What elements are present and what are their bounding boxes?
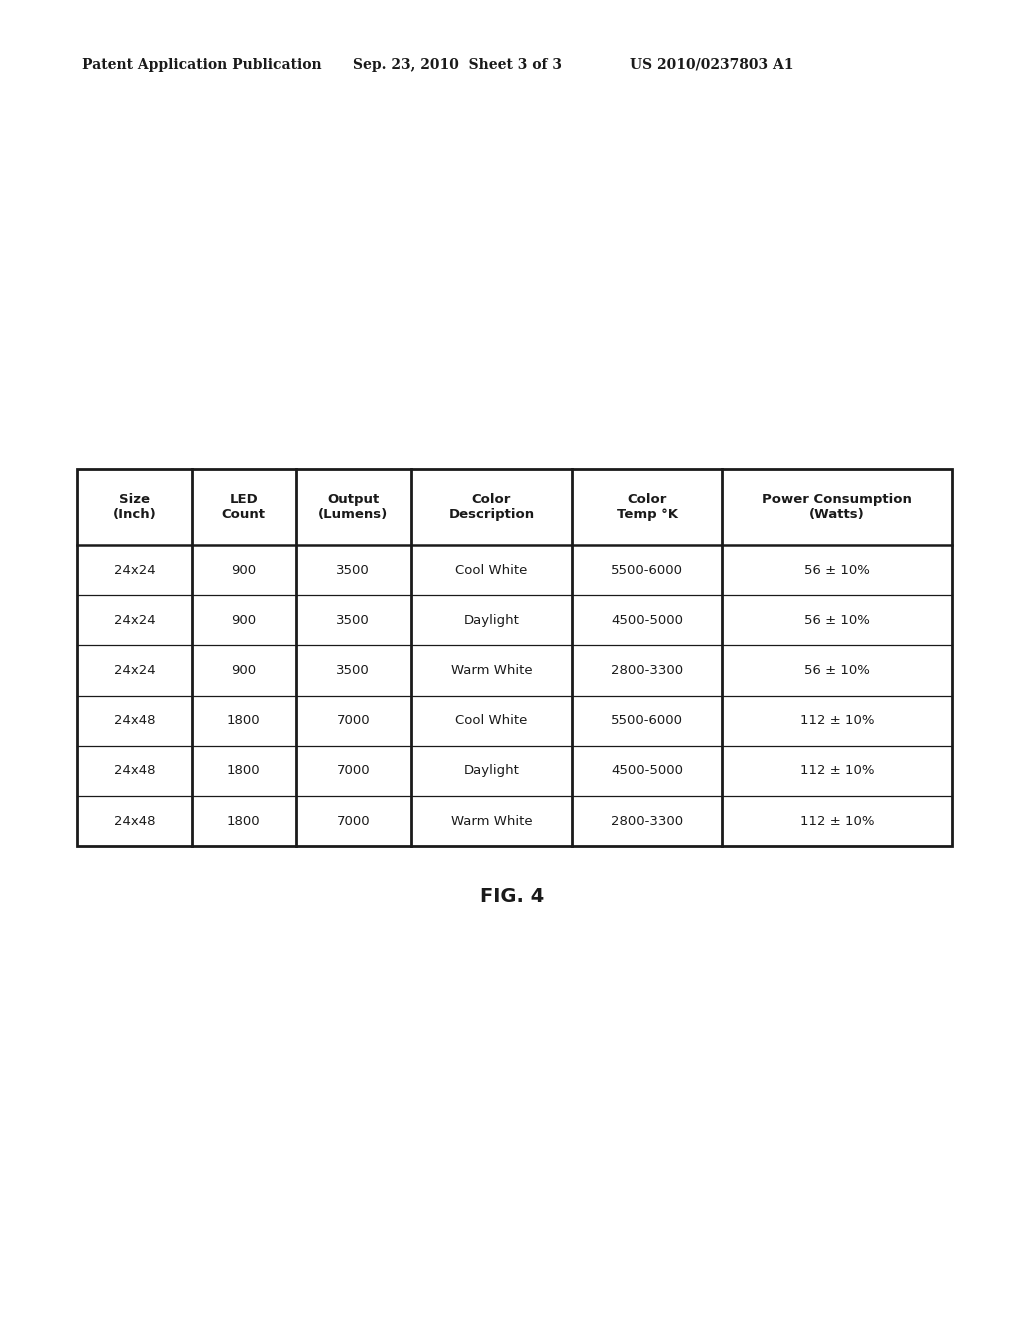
Text: 900: 900 [231,564,256,577]
Bar [77,469,952,846]
Text: Color
Description: Color Description [449,492,535,521]
Text: 24x48: 24x48 [114,714,156,727]
Text: 1800: 1800 [227,714,261,727]
Text: Daylight: Daylight [464,614,519,627]
Text: 3500: 3500 [337,564,370,577]
Text: 4500-5000: 4500-5000 [611,764,683,777]
Text: 24x24: 24x24 [114,564,156,577]
Text: 5500-6000: 5500-6000 [611,564,683,577]
Text: 3500: 3500 [337,664,370,677]
Text: 7000: 7000 [337,814,370,828]
Text: 7000: 7000 [337,764,370,777]
Text: Cool White: Cool White [456,564,527,577]
Text: 1800: 1800 [227,814,261,828]
Text: 24x24: 24x24 [114,614,156,627]
Text: Warm White: Warm White [451,814,532,828]
Text: FIG. 4: FIG. 4 [480,887,544,906]
Text: 56 ± 10%: 56 ± 10% [804,664,870,677]
Text: Power Consumption
(Watts): Power Consumption (Watts) [762,492,912,521]
Text: US 2010/0237803 A1: US 2010/0237803 A1 [630,58,794,71]
Text: LED
Count: LED Count [222,492,266,521]
Text: 900: 900 [231,614,256,627]
Text: Output
(Lumens): Output (Lumens) [318,492,388,521]
Text: 24x48: 24x48 [114,764,156,777]
Text: 56 ± 10%: 56 ± 10% [804,614,870,627]
Text: 900: 900 [231,664,256,677]
Text: Color
Temp °K: Color Temp °K [616,492,678,521]
Text: 56 ± 10%: 56 ± 10% [804,564,870,577]
Text: 24x48: 24x48 [114,814,156,828]
Text: 112 ± 10%: 112 ± 10% [800,764,874,777]
Text: Warm White: Warm White [451,664,532,677]
Text: 2800-3300: 2800-3300 [611,814,683,828]
Text: 4500-5000: 4500-5000 [611,614,683,627]
Text: Daylight: Daylight [464,764,519,777]
Text: 2800-3300: 2800-3300 [611,664,683,677]
Text: 1800: 1800 [227,764,261,777]
Text: Cool White: Cool White [456,714,527,727]
Text: 3500: 3500 [337,614,370,627]
Text: 112 ± 10%: 112 ± 10% [800,814,874,828]
Text: 24x24: 24x24 [114,664,156,677]
Text: 5500-6000: 5500-6000 [611,714,683,727]
Text: 7000: 7000 [337,714,370,727]
Text: Size
(Inch): Size (Inch) [113,492,157,521]
Text: 112 ± 10%: 112 ± 10% [800,714,874,727]
Text: Sep. 23, 2010  Sheet 3 of 3: Sep. 23, 2010 Sheet 3 of 3 [353,58,562,71]
Text: Patent Application Publication: Patent Application Publication [82,58,322,71]
